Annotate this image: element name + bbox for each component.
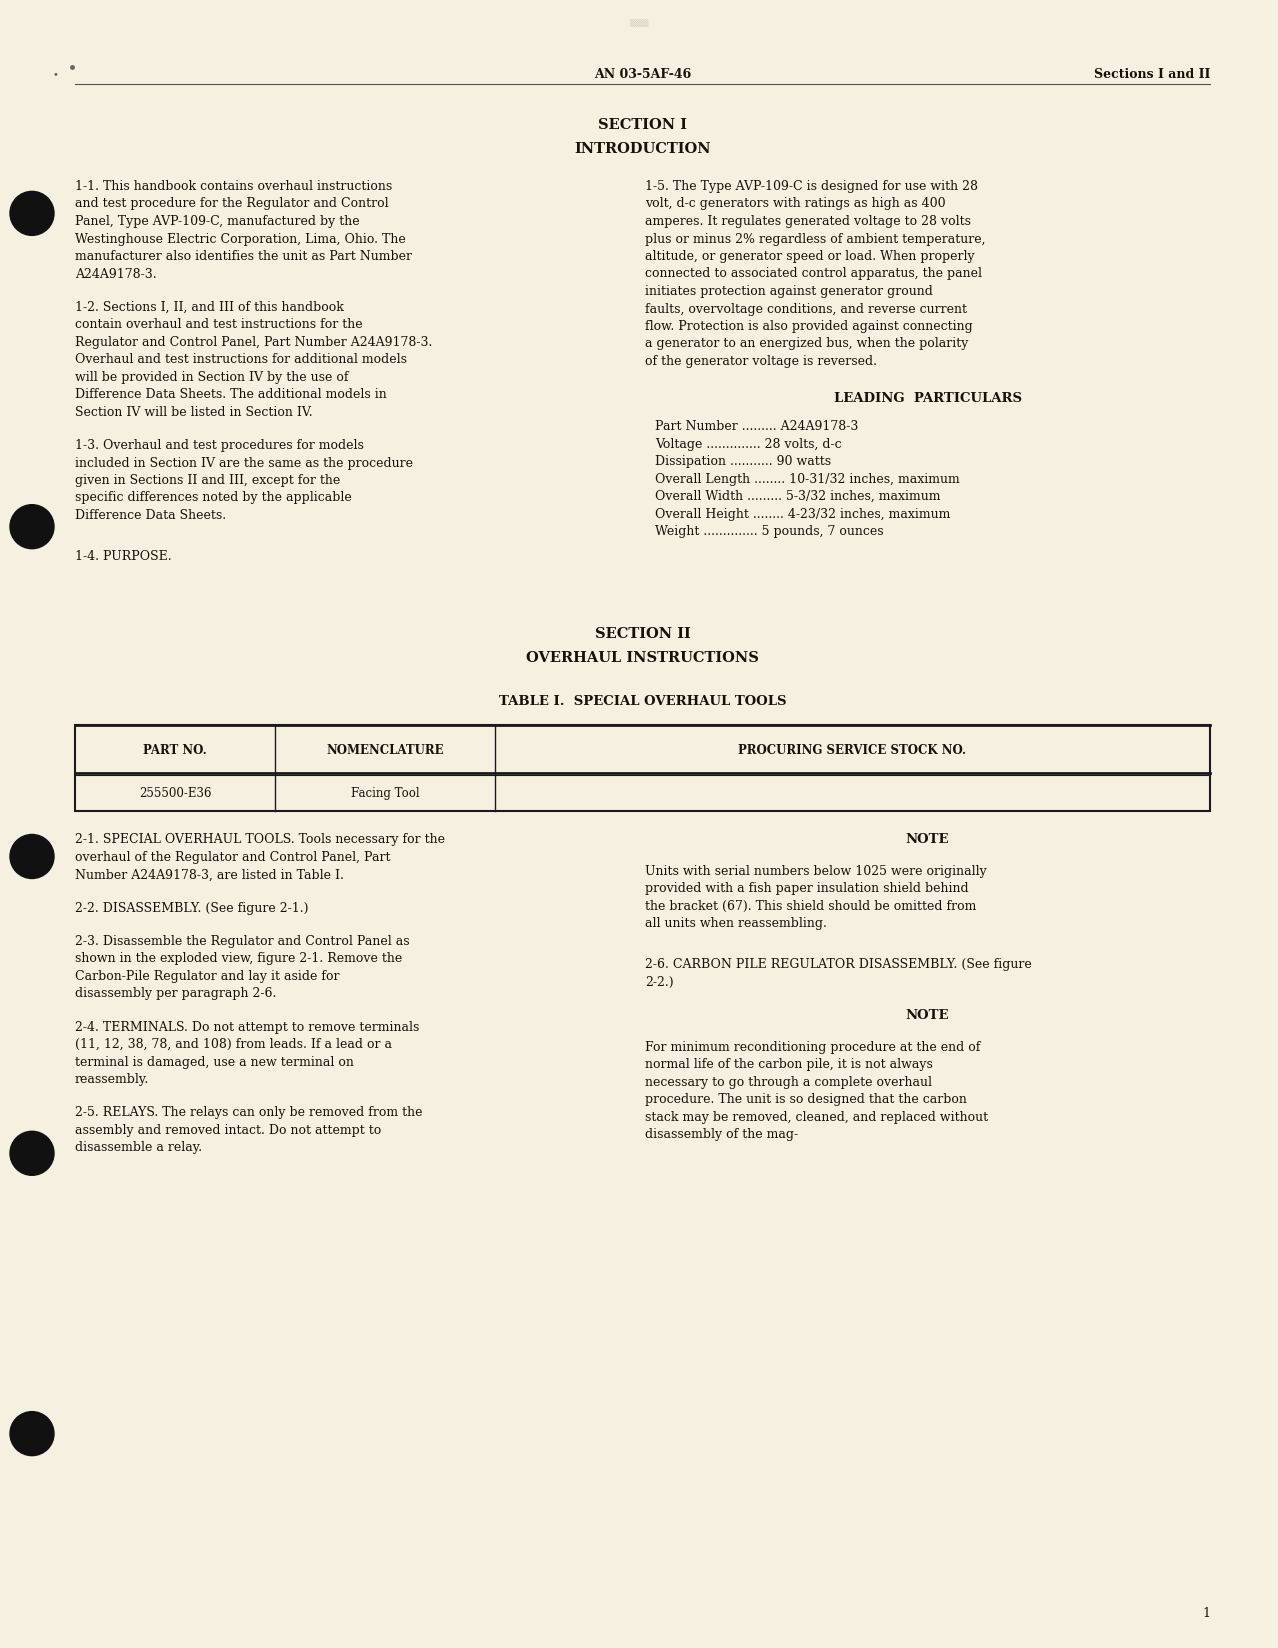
Text: plus or minus 2% regardless of ambient temperature,: plus or minus 2% regardless of ambient t… — [645, 232, 985, 246]
Text: overhaul of the Regulator and Control Panel, Part: overhaul of the Regulator and Control Pa… — [75, 850, 391, 864]
Text: specific differences noted by the applicable: specific differences noted by the applic… — [75, 491, 351, 504]
Text: Difference Data Sheets.: Difference Data Sheets. — [75, 509, 226, 522]
Text: Overall Length ........ 10-31/32 inches, maximum: Overall Length ........ 10-31/32 inches,… — [656, 473, 960, 486]
Text: manufacturer also identifies the unit as Part Number: manufacturer also identifies the unit as… — [75, 250, 412, 262]
Text: Dissipation ........... 90 watts: Dissipation ........... 90 watts — [656, 455, 831, 468]
Text: 2-2.): 2-2.) — [645, 976, 674, 989]
Text: 2-2. DISASSEMBLY. (See figure 2-1.): 2-2. DISASSEMBLY. (See figure 2-1.) — [75, 901, 308, 915]
Text: Westinghouse Electric Corporation, Lima, Ohio. The: Westinghouse Electric Corporation, Lima,… — [75, 232, 405, 246]
Text: shown in the exploded view, figure 2-1. Remove the: shown in the exploded view, figure 2-1. … — [75, 953, 403, 964]
Text: volt, d-c generators with ratings as high as 400: volt, d-c generators with ratings as hig… — [645, 198, 946, 211]
Text: the bracket (67). This shield should be omitted from: the bracket (67). This shield should be … — [645, 900, 976, 913]
Text: Overall Width ......... 5-3/32 inches, maximum: Overall Width ......... 5-3/32 inches, m… — [656, 489, 941, 503]
Text: ▒▒▒: ▒▒▒ — [629, 18, 649, 26]
Circle shape — [10, 1132, 54, 1175]
Text: LEADING  PARTICULARS: LEADING PARTICULARS — [833, 392, 1021, 405]
Text: 1-3. Overhaul and test procedures for models: 1-3. Overhaul and test procedures for mo… — [75, 438, 364, 452]
Text: Overhaul and test instructions for additional models: Overhaul and test instructions for addit… — [75, 353, 406, 366]
Text: Number A24A9178-3, are listed in Table I.: Number A24A9178-3, are listed in Table I… — [75, 868, 344, 880]
Text: 1-5. The Type AVP-109-C is designed for use with 28: 1-5. The Type AVP-109-C is designed for … — [645, 180, 978, 193]
Text: disassemble a relay.: disassemble a relay. — [75, 1140, 202, 1154]
Circle shape — [10, 1412, 54, 1455]
Text: NOTE: NOTE — [906, 1009, 950, 1022]
Text: A24A9178-3.: A24A9178-3. — [75, 267, 157, 280]
Text: all units when reassembling.: all units when reassembling. — [645, 916, 827, 929]
Circle shape — [10, 506, 54, 549]
Text: 1-4. PURPOSE.: 1-4. PURPOSE. — [75, 550, 171, 562]
Text: procedure. The unit is so designed that the carbon: procedure. The unit is so designed that … — [645, 1093, 967, 1106]
Text: •: • — [52, 69, 58, 79]
Text: 2-5. RELAYS. The relays can only be removed from the: 2-5. RELAYS. The relays can only be remo… — [75, 1106, 423, 1119]
Text: Carbon-Pile Regulator and lay it aside for: Carbon-Pile Regulator and lay it aside f… — [75, 969, 340, 982]
Text: initiates protection against generator ground: initiates protection against generator g… — [645, 285, 933, 298]
Text: included in Section IV are the same as the procedure: included in Section IV are the same as t… — [75, 456, 413, 470]
Text: necessary to go through a complete overhaul: necessary to go through a complete overh… — [645, 1074, 932, 1088]
Text: 2-3. Disassemble the Regulator and Control Panel as: 2-3. Disassemble the Regulator and Contr… — [75, 934, 410, 948]
Circle shape — [10, 836, 54, 878]
Text: 2-6. CARBON PILE REGULATOR DISASSEMBLY. (See figure: 2-6. CARBON PILE REGULATOR DISASSEMBLY. … — [645, 957, 1031, 971]
Text: provided with a fish paper insulation shield behind: provided with a fish paper insulation sh… — [645, 882, 969, 895]
Text: Overall Height ........ 4-23/32 inches, maximum: Overall Height ........ 4-23/32 inches, … — [656, 508, 951, 521]
Text: Regulator and Control Panel, Part Number A24A9178-3.: Regulator and Control Panel, Part Number… — [75, 336, 432, 348]
Text: (11, 12, 38, 78, and 108) from leads. If a lead or a: (11, 12, 38, 78, and 108) from leads. If… — [75, 1038, 392, 1050]
Text: amperes. It regulates generated voltage to 28 volts: amperes. It regulates generated voltage … — [645, 214, 971, 227]
Text: NOTE: NOTE — [906, 832, 950, 845]
Text: altitude, or generator speed or load. When properly: altitude, or generator speed or load. Wh… — [645, 250, 975, 262]
Text: 1: 1 — [1203, 1607, 1210, 1618]
Text: 2-4. TERMINALS. Do not attempt to remove terminals: 2-4. TERMINALS. Do not attempt to remove… — [75, 1020, 419, 1033]
Text: will be provided in Section IV by the use of: will be provided in Section IV by the us… — [75, 371, 349, 384]
Text: Facing Tool: Facing Tool — [350, 786, 419, 799]
Text: 1-2. Sections I, II, and III of this handbook: 1-2. Sections I, II, and III of this han… — [75, 300, 344, 313]
Text: Section IV will be listed in Section IV.: Section IV will be listed in Section IV. — [75, 405, 313, 419]
Text: given in Sections II and III, except for the: given in Sections II and III, except for… — [75, 473, 340, 486]
Text: 255500-E36: 255500-E36 — [139, 786, 211, 799]
Text: INTRODUCTION: INTRODUCTION — [574, 142, 711, 157]
Text: reassembly.: reassembly. — [75, 1073, 150, 1086]
Text: stack may be removed, cleaned, and replaced without: stack may be removed, cleaned, and repla… — [645, 1111, 988, 1122]
Text: AN 03-5AF-46: AN 03-5AF-46 — [594, 68, 691, 81]
Text: SECTION I: SECTION I — [598, 119, 688, 132]
Text: flow. Protection is also provided against connecting: flow. Protection is also provided agains… — [645, 320, 973, 333]
Text: disassembly of the mag-: disassembly of the mag- — [645, 1127, 799, 1140]
Text: SECTION II: SECTION II — [594, 626, 690, 641]
Text: OVERHAUL INSTRUCTIONS: OVERHAUL INSTRUCTIONS — [527, 651, 759, 664]
Text: of the generator voltage is reversed.: of the generator voltage is reversed. — [645, 354, 877, 368]
Text: PROCURING SERVICE STOCK NO.: PROCURING SERVICE STOCK NO. — [739, 743, 966, 756]
Text: Difference Data Sheets. The additional models in: Difference Data Sheets. The additional m… — [75, 387, 387, 400]
Text: 1-1. This handbook contains overhaul instructions: 1-1. This handbook contains overhaul ins… — [75, 180, 392, 193]
Text: NOMENCLATURE: NOMENCLATURE — [326, 743, 443, 756]
Text: TABLE I.  SPECIAL OVERHAUL TOOLS: TABLE I. SPECIAL OVERHAUL TOOLS — [498, 694, 786, 707]
Text: normal life of the carbon pile, it is not always: normal life of the carbon pile, it is no… — [645, 1058, 933, 1071]
Text: Units with serial numbers below 1025 were originally: Units with serial numbers below 1025 wer… — [645, 864, 987, 877]
Text: Voltage .............. 28 volts, d-c: Voltage .............. 28 volts, d-c — [656, 437, 842, 450]
Text: 2-1. SPECIAL OVERHAUL TOOLS. Tools necessary for the: 2-1. SPECIAL OVERHAUL TOOLS. Tools neces… — [75, 832, 445, 845]
Text: PART NO.: PART NO. — [143, 743, 207, 756]
Text: Part Number ......... A24A9178-3: Part Number ......... A24A9178-3 — [656, 420, 859, 433]
Text: assembly and removed intact. Do not attempt to: assembly and removed intact. Do not atte… — [75, 1124, 381, 1135]
Text: a generator to an energized bus, when the polarity: a generator to an energized bus, when th… — [645, 338, 969, 351]
Text: terminal is damaged, use a new terminal on: terminal is damaged, use a new terminal … — [75, 1055, 354, 1068]
Text: Panel, Type AVP-109-C, manufactured by the: Panel, Type AVP-109-C, manufactured by t… — [75, 214, 359, 227]
Text: faults, overvoltage conditions, and reverse current: faults, overvoltage conditions, and reve… — [645, 302, 967, 315]
Text: Sections I and II: Sections I and II — [1094, 68, 1210, 81]
Bar — [75, 725, 1210, 812]
Circle shape — [10, 193, 54, 236]
Text: Weight .............. 5 pounds, 7 ounces: Weight .............. 5 pounds, 7 ounces — [656, 526, 883, 537]
Text: connected to associated control apparatus, the panel: connected to associated control apparatu… — [645, 267, 982, 280]
Text: For minimum reconditioning procedure at the end of: For minimum reconditioning procedure at … — [645, 1040, 980, 1053]
Text: disassembly per paragraph 2-6.: disassembly per paragraph 2-6. — [75, 987, 276, 1000]
Text: and test procedure for the Regulator and Control: and test procedure for the Regulator and… — [75, 198, 389, 211]
Text: contain overhaul and test instructions for the: contain overhaul and test instructions f… — [75, 318, 363, 331]
